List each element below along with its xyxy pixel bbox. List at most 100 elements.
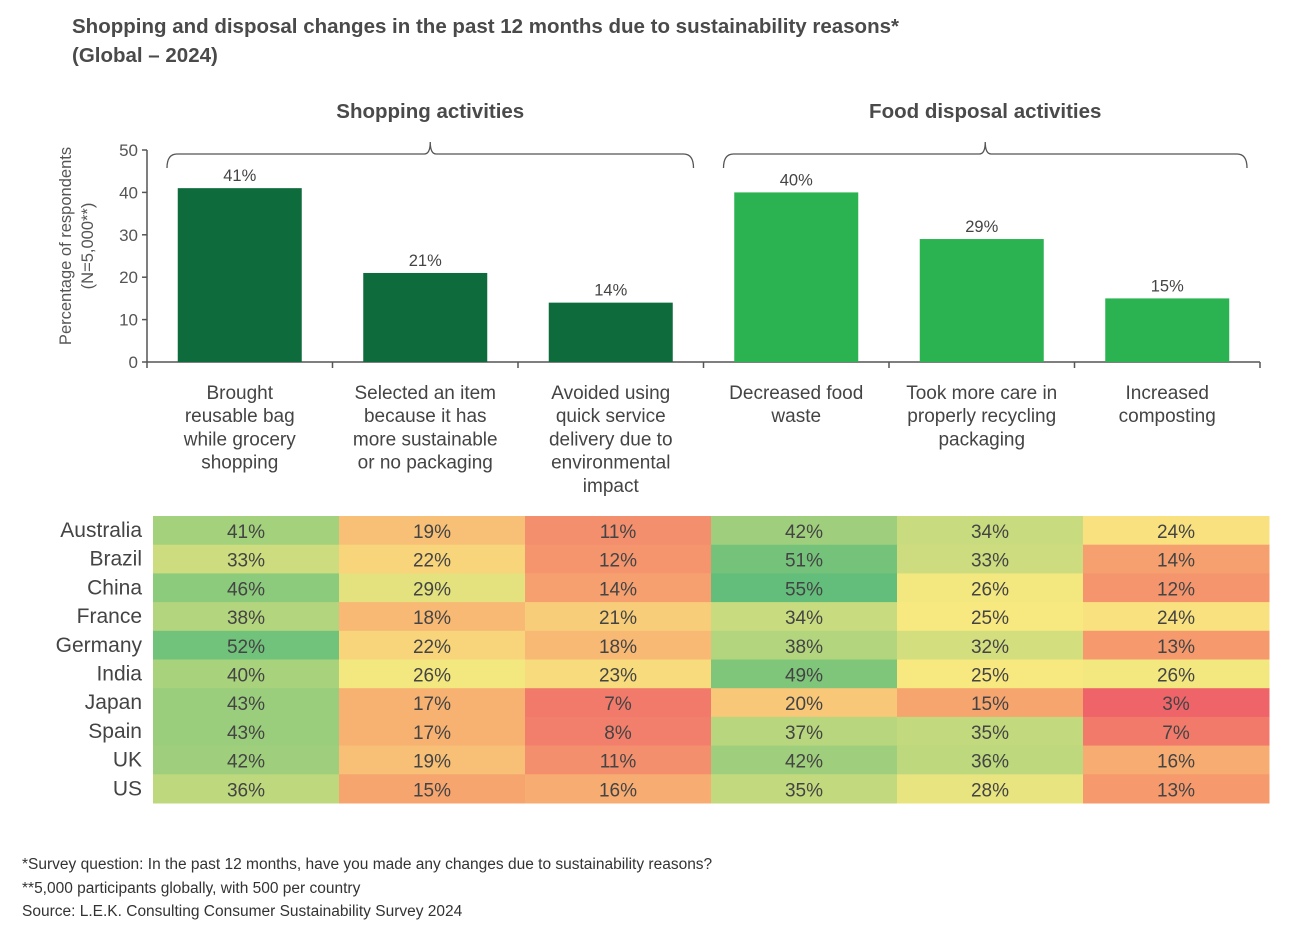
heatmap-cell [1083, 688, 1270, 718]
heatmap-cell [1083, 573, 1270, 603]
heatmap-row-label: UK [113, 749, 142, 772]
heatmap-cell-label: 20% [785, 694, 823, 715]
heatmap-cell [153, 516, 340, 546]
heatmap-cell [711, 774, 898, 804]
heatmap-cell [897, 774, 1084, 804]
heatmap-cell [711, 516, 898, 546]
category-label: Took more care in [906, 383, 1057, 404]
heatmap-cell-label: 43% [227, 694, 265, 715]
heatmap-cell-label: 24% [1157, 608, 1195, 629]
heatmap-cell [525, 630, 712, 660]
heatmap-cell-label: 26% [1157, 666, 1195, 687]
heatmap-cell-label: 11% [600, 522, 637, 543]
heatmap-cell-label: 3% [1162, 694, 1190, 715]
heatmap-cell-label: 46% [227, 579, 265, 600]
heatmap-cell [711, 688, 898, 718]
heatmap-row-label: Spain [88, 720, 142, 743]
heatmap-cell [339, 774, 526, 804]
heatmap-cell [525, 688, 712, 718]
heatmap-cell-label: 28% [971, 780, 1009, 801]
heatmap-cell [711, 659, 898, 689]
bar-data-label: 15% [1151, 277, 1184, 295]
heatmap-cell-label: 49% [785, 666, 823, 687]
category-label: delivery due to [549, 429, 673, 450]
category-label: Decreased food [729, 383, 863, 404]
title-line-2: (Global – 2024) [72, 44, 218, 67]
heatmap-cell-label: 14% [599, 579, 637, 600]
heatmap-cell [711, 544, 898, 574]
heatmap-cell [711, 745, 898, 775]
heatmap-cell [1083, 745, 1270, 775]
heatmap-cell [153, 544, 340, 574]
heatmap-cell [897, 745, 1084, 775]
heatmap-cell-label: 41% [227, 522, 265, 543]
heatmap-cell [525, 659, 712, 689]
heatmap-cell-label: 55% [785, 579, 823, 600]
heatmap-cell-label: 26% [413, 666, 451, 687]
heatmap-row-label: Japan [85, 691, 142, 714]
heatmap-cell-label: 33% [227, 551, 265, 572]
heatmap-cell-label: 12% [599, 551, 637, 572]
category-label: environmental [551, 453, 670, 474]
heatmap-cell [897, 688, 1084, 718]
heatmap-row-label: Australia [60, 519, 142, 542]
heatmap-cell-label: 43% [227, 723, 265, 744]
heatmap-cell [897, 602, 1084, 632]
heatmap-cell-label: 19% [413, 522, 451, 543]
chart-title: Shopping and disposal changes in the pas… [72, 12, 899, 70]
heatmap-cell [897, 573, 1084, 603]
heatmap-cell [711, 573, 898, 603]
title-line-1: Shopping and disposal changes in the pas… [72, 15, 899, 38]
heatmap-cell-label: 16% [599, 780, 637, 801]
heatmap-cell [1083, 774, 1270, 804]
heatmap-cell [153, 745, 340, 775]
category-label: reusable bag [185, 406, 295, 427]
y-tick-label: 30 [119, 226, 138, 245]
y-axis-subtitle: (N=5,000**) [79, 203, 97, 290]
bar [177, 188, 302, 362]
heatmap-cell [525, 774, 712, 804]
heatmap-cell [1083, 659, 1270, 689]
heatmap-cell [153, 688, 340, 718]
heatmap-cell-label: 38% [227, 608, 265, 629]
heatmap-row-label: US [113, 777, 142, 800]
heatmap-cell-label: 22% [413, 551, 451, 572]
category-label: or no packaging [358, 453, 493, 474]
category-label: composting [1119, 406, 1216, 427]
heatmap-cell [153, 659, 340, 689]
category-label: shopping [201, 453, 278, 474]
category-label: impact [583, 476, 640, 497]
heatmap-cell-label: 19% [413, 752, 451, 773]
heatmap-cell [525, 516, 712, 546]
heatmap-cell [339, 716, 526, 747]
heatmap-cell [153, 573, 340, 603]
bar-data-label: 21% [409, 252, 442, 270]
footnote-participants: **5,000 participants globally, with 500 … [22, 879, 361, 897]
heatmap-cell [339, 659, 526, 689]
bar [734, 192, 859, 362]
heatmap-cell [711, 716, 898, 747]
heatmap-row-label: France [77, 605, 142, 628]
bar [1105, 298, 1230, 362]
heatmap-cell [1083, 544, 1270, 574]
bar-data-label: 41% [223, 167, 256, 185]
heatmap-cell-label: 37% [785, 723, 823, 744]
heatmap-cell [897, 659, 1084, 689]
heatmap-cell-label: 12% [1157, 579, 1195, 600]
heatmap-cell-label: 15% [413, 780, 451, 801]
bar-data-label: 40% [780, 171, 813, 189]
heatmap-cell-label: 42% [227, 752, 265, 773]
heatmap-cell-label: 36% [227, 780, 265, 801]
heatmap-cell [711, 630, 898, 660]
category-label: while grocery [183, 429, 296, 450]
y-tick-label: 50 [119, 141, 138, 160]
heatmap-cell [339, 516, 526, 546]
heatmap-cell-label: 29% [413, 579, 451, 600]
heatmap-cell [1083, 630, 1270, 660]
heatmap-cell-label: 34% [785, 608, 823, 629]
heatmap-cell-label: 13% [1157, 637, 1195, 658]
footnotes: *Survey question: In the past 12 months,… [22, 853, 712, 924]
category-label: because it has [364, 406, 487, 427]
heatmap-cell-label: 33% [971, 551, 1009, 572]
